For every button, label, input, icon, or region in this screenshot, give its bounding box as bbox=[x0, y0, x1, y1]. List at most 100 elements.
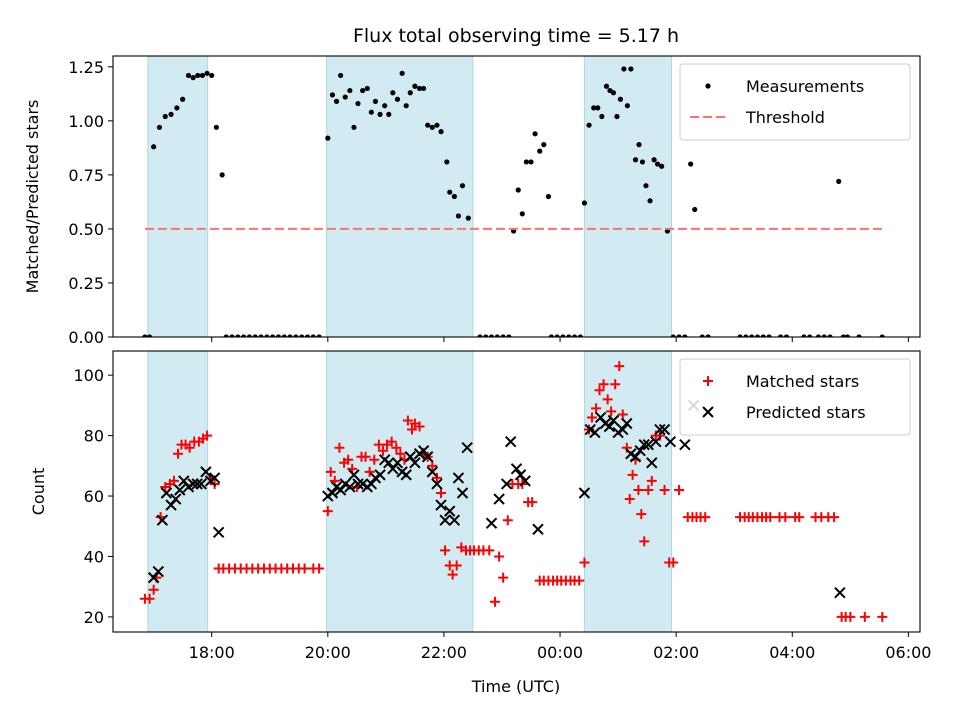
matched-stars-point bbox=[659, 484, 670, 495]
measurement-point bbox=[488, 334, 495, 337]
predicted-stars-point bbox=[607, 414, 620, 427]
predicted-stars-point bbox=[200, 466, 212, 478]
measurement-point bbox=[377, 111, 383, 117]
matched-stars-point bbox=[829, 512, 840, 523]
y-tick-label: 100 bbox=[73, 366, 104, 385]
matched-stars-point bbox=[168, 475, 179, 486]
measurement-point bbox=[754, 334, 761, 337]
measurement-point bbox=[447, 189, 453, 195]
matched-stars-point bbox=[668, 557, 679, 568]
legend-label: Threshold bbox=[745, 108, 825, 127]
matched-stars-point bbox=[427, 460, 438, 471]
measurement-point bbox=[676, 334, 682, 337]
matched-stars-point bbox=[765, 512, 776, 523]
predicted-stars-point bbox=[650, 435, 662, 448]
predicted-stars-point bbox=[448, 514, 461, 526]
measurement-point bbox=[628, 66, 634, 72]
measurement-point bbox=[213, 124, 219, 130]
y-tick-label: 40 bbox=[84, 547, 104, 566]
measurement-point bbox=[807, 334, 813, 337]
x-tick-label: 06:00 bbox=[885, 643, 931, 662]
matched-stars-point bbox=[451, 560, 462, 571]
predicted-stars-point bbox=[212, 526, 225, 538]
predicted-stars-point bbox=[664, 435, 677, 448]
measurement-point bbox=[654, 161, 661, 167]
matched-stars-point bbox=[322, 506, 333, 517]
measurement-point bbox=[146, 334, 153, 337]
axes-frame bbox=[112, 350, 921, 633]
matched-stars-point bbox=[484, 545, 495, 556]
measurement-point bbox=[459, 183, 466, 189]
predicted-stars-point bbox=[578, 487, 591, 499]
predicted-stars-point bbox=[532, 523, 544, 535]
measurement-point bbox=[836, 178, 842, 184]
measurement-point bbox=[688, 161, 694, 167]
matched-stars-point bbox=[574, 575, 585, 586]
matched-stars-point bbox=[325, 466, 336, 477]
measurement-point bbox=[304, 334, 311, 337]
measurement-point bbox=[438, 129, 444, 135]
matched-stars-point bbox=[614, 361, 625, 372]
measurement-point bbox=[577, 334, 583, 337]
predicted-stars-point bbox=[617, 423, 629, 436]
measurement-point bbox=[515, 187, 521, 193]
measurement-point bbox=[506, 334, 512, 337]
matched-stars-point bbox=[360, 451, 371, 462]
measurement-point bbox=[879, 334, 885, 337]
measurement-point bbox=[595, 105, 601, 111]
measurement-point bbox=[617, 96, 624, 102]
measurement-point bbox=[394, 96, 401, 102]
predicted-stars-point bbox=[352, 478, 364, 490]
matched-stars-point bbox=[343, 454, 354, 465]
matched-stars-point bbox=[591, 403, 602, 414]
measurement-point bbox=[252, 334, 258, 337]
measurement-point bbox=[287, 334, 293, 337]
y-tick-label: 0.50 bbox=[68, 220, 104, 239]
measurement-point bbox=[151, 144, 157, 150]
predicted-stars-point bbox=[348, 469, 360, 481]
legend-matched-swatch bbox=[703, 376, 713, 386]
measurement-point bbox=[325, 135, 331, 141]
measurement-point bbox=[329, 92, 336, 98]
measurement-point bbox=[586, 122, 592, 128]
predicted-stars-point bbox=[431, 478, 443, 490]
measurement-point bbox=[429, 124, 435, 130]
measurement-point bbox=[299, 334, 305, 337]
predicted-stars-point bbox=[374, 469, 386, 481]
measurement-point bbox=[258, 334, 264, 337]
measurement-point bbox=[386, 111, 392, 117]
measurement-point bbox=[647, 198, 653, 204]
measurement-point bbox=[856, 334, 862, 337]
matched-stars-point bbox=[436, 488, 447, 499]
predicted-stars-point bbox=[187, 478, 199, 490]
chart-title: Flux total observing time = 5.17 h bbox=[353, 25, 679, 47]
measurement-point bbox=[548, 334, 554, 337]
predicted-stars-point bbox=[638, 438, 650, 451]
top-panel: 0.00 0.25 0.50 0.75 1.00 1.25 Matched/Predicte… bbox=[23, 55, 921, 347]
matched-stars-point bbox=[877, 611, 888, 622]
measurement-point bbox=[610, 90, 617, 96]
matched-stars-point bbox=[414, 421, 425, 432]
predicted-stars-point bbox=[621, 417, 633, 430]
shaded-interval bbox=[147, 55, 209, 338]
y-tick-label: 0.75 bbox=[68, 166, 104, 185]
matched-stars-point bbox=[674, 484, 685, 495]
matched-stars-point bbox=[579, 557, 590, 568]
measurement-point bbox=[382, 103, 388, 109]
predicted-stars-point bbox=[519, 475, 531, 487]
measurement-point bbox=[636, 142, 642, 148]
measurement-point bbox=[293, 334, 299, 337]
predicted-stars-point bbox=[646, 457, 658, 469]
shaded-interval bbox=[583, 55, 673, 338]
predicted-stars-point bbox=[456, 487, 469, 499]
measurement-point bbox=[316, 334, 322, 337]
predicted-stars-point bbox=[510, 463, 523, 475]
measurement-point bbox=[407, 90, 413, 96]
measurement-point bbox=[190, 75, 196, 81]
measurement-point bbox=[455, 213, 462, 219]
matched-stars-point bbox=[700, 512, 711, 523]
measurement-point bbox=[368, 109, 374, 115]
legend-measurement-swatch bbox=[705, 83, 711, 89]
measurement-point bbox=[801, 334, 807, 337]
